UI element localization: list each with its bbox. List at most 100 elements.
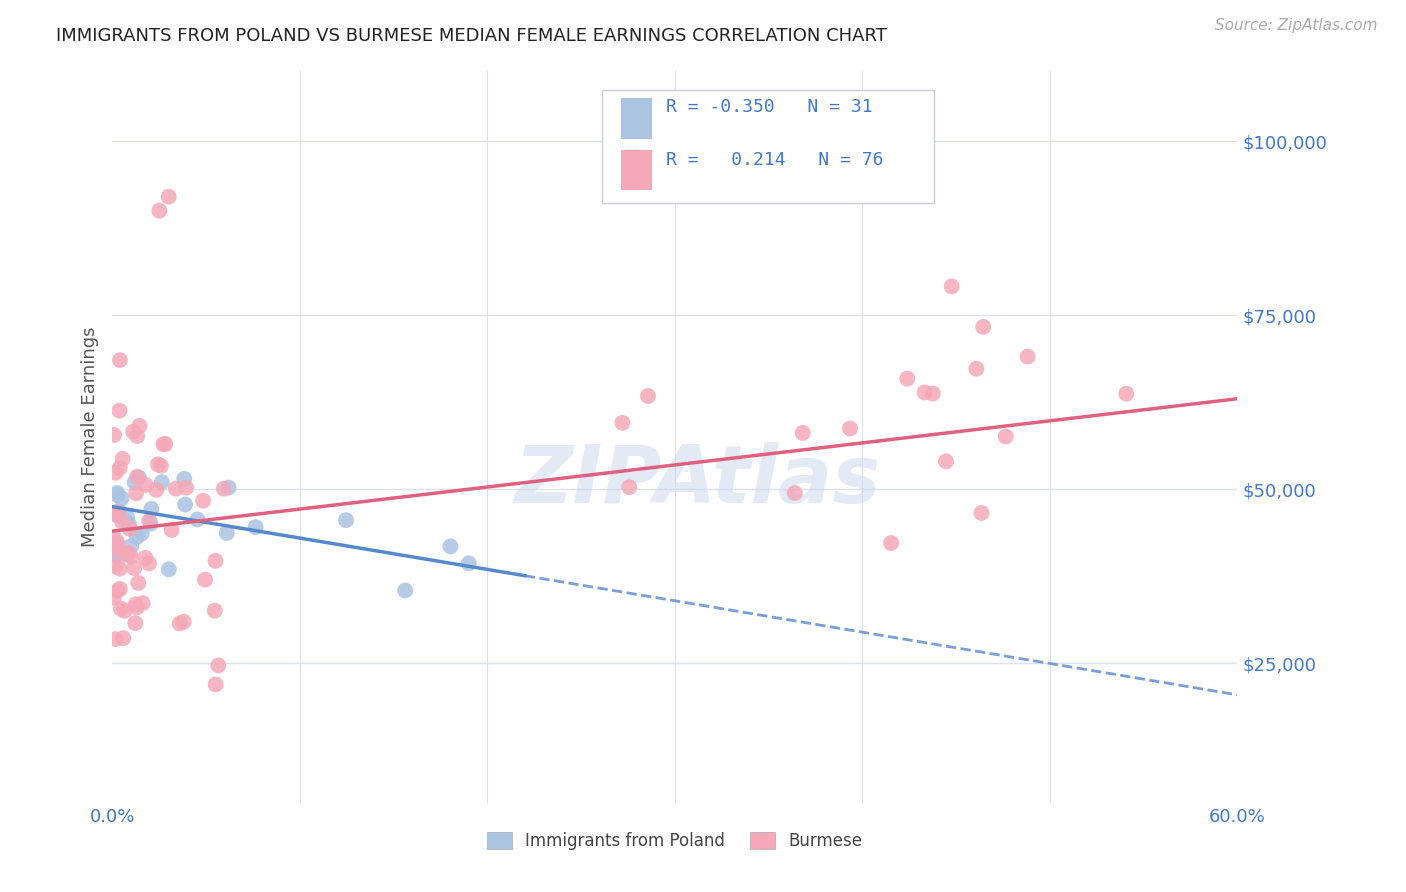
Point — [105, 538, 128, 552]
Point — [108, 403, 131, 417]
Point — [155, 437, 177, 451]
Point — [149, 458, 172, 473]
Point — [131, 526, 153, 541]
Point — [457, 557, 479, 571]
Point — [122, 425, 145, 439]
Point — [174, 498, 197, 512]
Point — [125, 530, 148, 544]
FancyBboxPatch shape — [602, 90, 934, 203]
Text: R = -0.350   N = 31: R = -0.350 N = 31 — [666, 97, 873, 116]
Point — [935, 454, 957, 468]
Point — [970, 506, 993, 520]
Point — [127, 575, 149, 590]
Point — [914, 385, 936, 400]
Point — [965, 361, 987, 376]
Point — [439, 540, 461, 554]
Text: R =   0.214   N = 76: R = 0.214 N = 76 — [666, 151, 883, 169]
Point — [218, 481, 240, 495]
Point — [115, 509, 138, 524]
Point — [108, 504, 131, 518]
Point — [186, 512, 208, 526]
Point — [103, 549, 125, 563]
Point — [114, 604, 136, 618]
Point — [169, 616, 191, 631]
Point — [839, 421, 862, 435]
Point — [1017, 350, 1039, 364]
Point — [111, 515, 134, 529]
Point — [120, 549, 142, 564]
Point — [212, 482, 235, 496]
Point — [127, 429, 149, 443]
Point — [792, 425, 814, 440]
Point — [783, 486, 806, 500]
Point — [131, 596, 153, 610]
Point — [104, 537, 127, 551]
Point — [135, 478, 157, 492]
Point — [112, 547, 135, 561]
Point — [108, 353, 131, 368]
Point — [107, 488, 129, 502]
Legend: Immigrants from Poland, Burmese: Immigrants from Poland, Burmese — [481, 825, 869, 856]
Point — [118, 522, 141, 536]
Point — [124, 597, 146, 611]
Point — [191, 493, 214, 508]
Point — [152, 437, 174, 451]
Point — [105, 486, 128, 500]
Point — [139, 516, 162, 531]
Point — [107, 543, 129, 558]
Text: IMMIGRANTS FROM POLAND VS BURMESE MEDIAN FEMALE EARNINGS CORRELATION CHART: IMMIGRANTS FROM POLAND VS BURMESE MEDIAN… — [56, 27, 887, 45]
Point — [145, 483, 167, 497]
Point — [204, 554, 226, 568]
Point — [207, 658, 229, 673]
Point — [125, 600, 148, 615]
Point — [335, 513, 357, 527]
Point — [215, 526, 238, 541]
Bar — [621, 98, 652, 138]
Point — [128, 470, 150, 484]
Point — [134, 550, 156, 565]
Point — [111, 491, 134, 506]
Point — [157, 190, 180, 204]
Point — [994, 429, 1017, 443]
Point — [105, 505, 128, 519]
Point — [619, 480, 641, 494]
Point — [108, 582, 131, 596]
Point — [896, 371, 918, 385]
Point — [115, 547, 138, 561]
Point — [173, 615, 195, 629]
Point — [105, 583, 128, 598]
Bar — [621, 150, 652, 190]
Point — [972, 319, 994, 334]
Point — [138, 514, 160, 528]
Point — [125, 486, 148, 500]
Text: ZIPAtlas: ZIPAtlas — [515, 442, 880, 520]
Point — [127, 470, 149, 484]
Point — [165, 482, 187, 496]
Point — [148, 203, 170, 218]
Point — [110, 601, 132, 615]
Point — [157, 562, 180, 576]
Point — [160, 523, 183, 537]
Point — [138, 557, 160, 571]
Point — [101, 537, 124, 551]
Point — [941, 279, 963, 293]
Point — [146, 458, 169, 472]
Point — [122, 561, 145, 575]
Point — [104, 632, 127, 647]
Point — [103, 591, 125, 605]
Point — [150, 475, 173, 490]
Point — [112, 631, 135, 645]
Point — [141, 501, 163, 516]
Point — [108, 461, 131, 475]
Point — [120, 539, 142, 553]
Point — [103, 530, 125, 544]
Point — [880, 536, 903, 550]
Point — [637, 389, 659, 403]
Point — [394, 583, 416, 598]
Point — [105, 534, 128, 549]
Point — [111, 451, 134, 466]
Point — [921, 386, 943, 401]
Point — [104, 559, 127, 574]
Point — [174, 481, 197, 495]
Point — [1115, 386, 1137, 401]
